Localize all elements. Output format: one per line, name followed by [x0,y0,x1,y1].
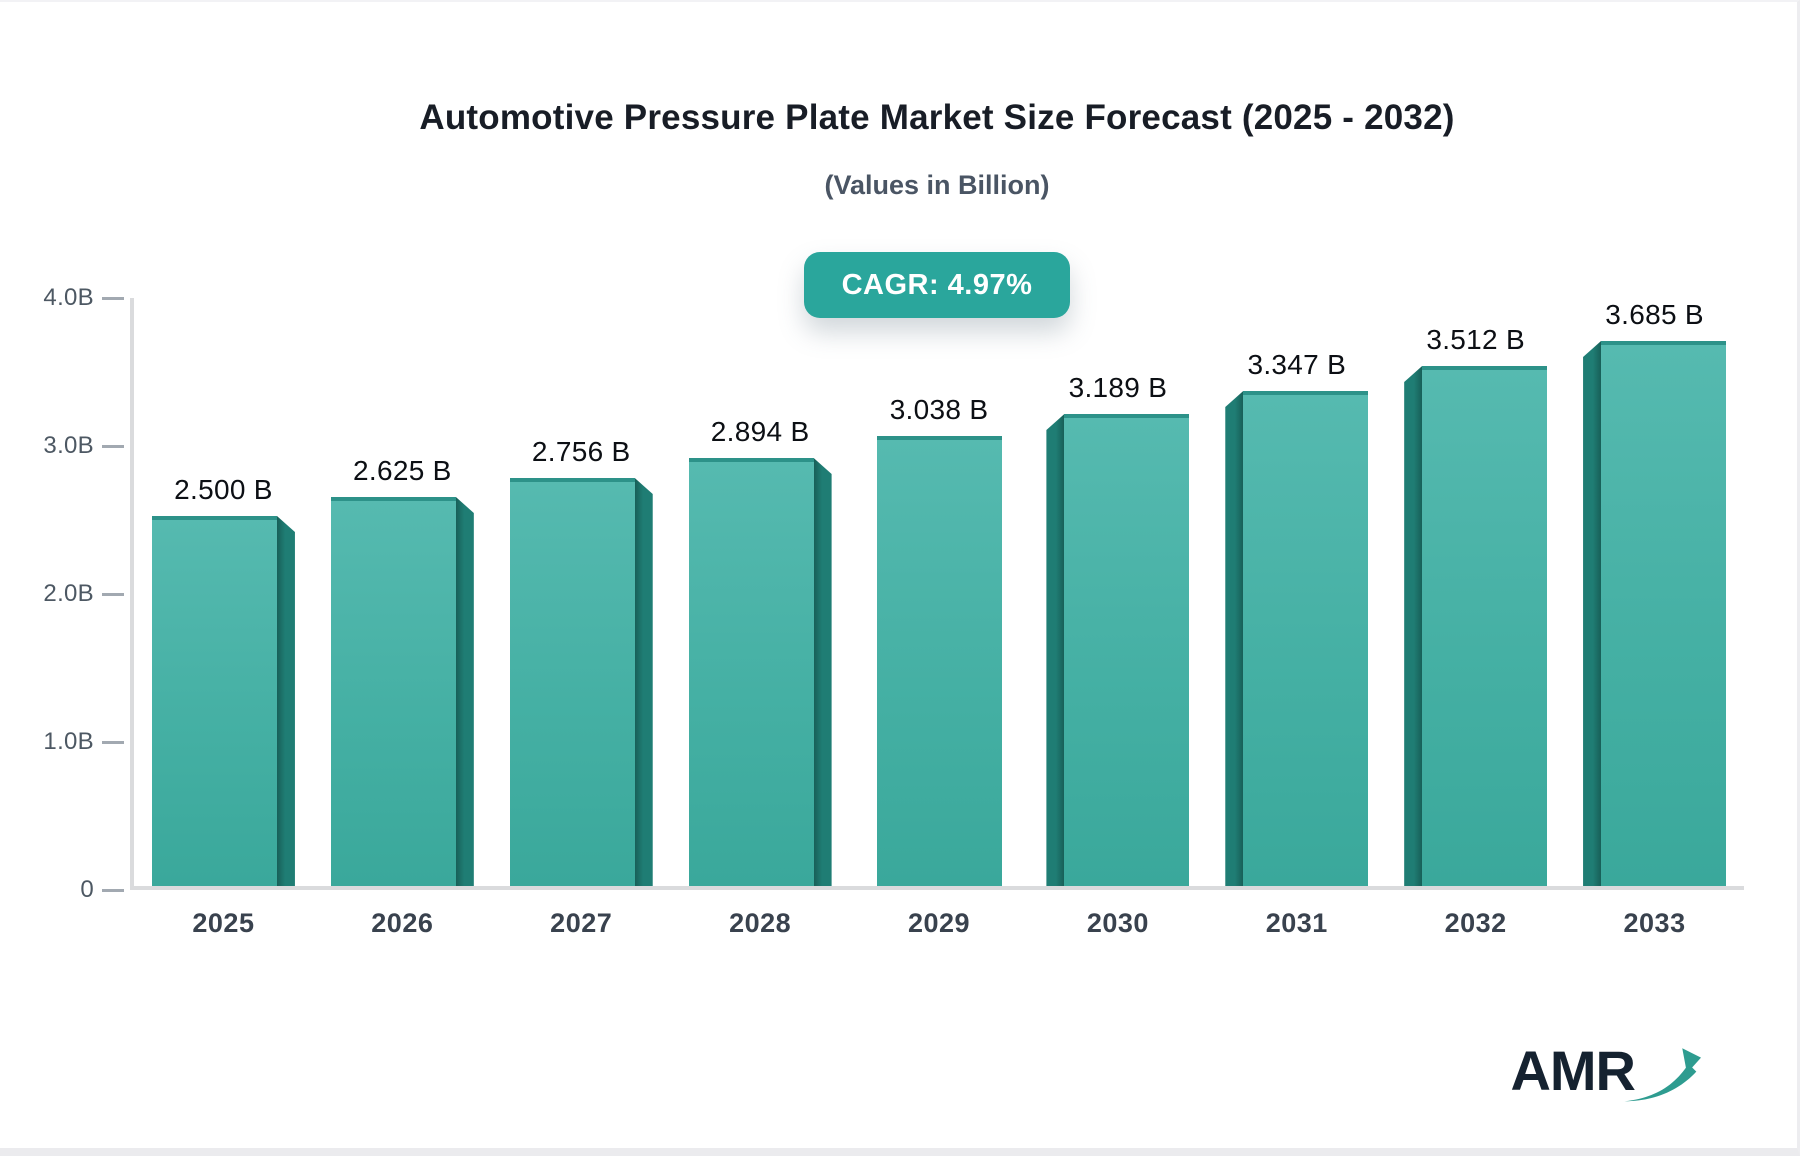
bar-group-2027: 2.756 B 2027 [492,298,671,938]
bar-3d: 2.894 B [688,416,832,886]
y-axis-tick [102,445,124,448]
bar-3d: 3.189 B [1046,372,1190,886]
brand-logo: AMR [1510,1038,1701,1106]
bar-group-2026: 2.625 B 2026 [313,298,492,938]
x-axis-label: 2026 [371,908,434,938]
x-axis-label: 2030 [1086,908,1149,938]
bars-container: 2.500 B 2025 2.625 B 2026 2.756 B 2027 2.894 B… [134,298,1744,938]
bar-value-label: 3.512 B [1426,324,1525,355]
bar-group-2032: 3.512 B 2032 [1386,298,1565,938]
cagr-badge-row: CAGR: 4.97% [130,252,1744,318]
bar [876,436,1002,886]
x-axis-label: 2032 [1444,908,1507,938]
bar-3d: 3.512 B [1404,324,1548,886]
y-axis-label: 3.0B [43,432,94,459]
bar [1422,366,1548,886]
bar-group-2028: 2.894 B 2028 [671,298,850,938]
x-axis-label: 2029 [907,908,971,938]
y-axis-tick [102,593,124,596]
cagr-badge: CAGR: 4.97% [803,252,1071,318]
bar-group-2029: 3.038 B 2029 [850,298,1029,938]
bar-side-face [1046,414,1065,886]
bar-side-face [813,458,832,886]
y-axis-tick [102,741,124,744]
bar-side-face [1583,341,1602,886]
plot-area: 2.500 B 2025 2.625 B 2026 2.756 B 2027 2.894 B… [130,298,1744,938]
bar [330,497,456,886]
bar-value-label: 2.756 B [531,436,631,467]
y-axis-label: 2.0B [43,580,94,607]
bar-3d: 3.038 B [876,394,1002,886]
x-axis-label: 2033 [1623,908,1686,938]
y-axis-tick [102,889,124,892]
bar-value-label: 2.625 B [353,455,452,486]
x-axis-label: 2031 [1265,908,1328,938]
bar-value-label: 3.038 B [889,394,989,425]
bar-3d: 3.685 B [1583,299,1727,886]
x-axis-label: 2027 [550,908,613,938]
bar-value-label: 3.685 B [1605,299,1704,330]
bar-value-label: 2.500 B [174,474,273,505]
bar [1243,391,1369,886]
bar-side-face [1404,366,1423,886]
bar-group-2033: 3.685 B 2033 [1565,298,1744,938]
y-axis-tick [102,297,124,300]
bar [1064,414,1190,886]
bar-group-2030: 3.189 B 2030 [1028,298,1207,938]
bar-group-2025: 2.500 B 2025 [134,298,313,938]
bar [1601,341,1727,886]
bar-value-label: 3.189 B [1068,372,1168,403]
y-axis-label: 0 [80,876,94,903]
bar-value-label: 2.894 B [710,416,810,447]
bar-value-label: 3.347 B [1247,349,1347,380]
bar-3d: 2.756 B [509,436,653,886]
bar-side-face [1225,391,1244,886]
bar [688,458,814,886]
x-axis-label: 2028 [729,908,792,938]
bar-side-face [455,497,474,886]
bar-3d: 2.500 B [151,474,295,886]
bar [151,516,277,886]
y-axis-label: 4.0B [43,284,94,311]
bar-side-face [276,516,295,886]
bar [509,478,635,886]
chart-title: Automotive Pressure Plate Market Size Fo… [419,98,1455,137]
bar-3d: 2.625 B [330,455,474,886]
y-axis-label: 1.0B [43,728,94,755]
chart-subtitle: (Values in Billion) [824,170,1050,200]
brand-logo-text: AMR [1510,1039,1636,1102]
x-axis-label: 2025 [192,908,255,938]
bar-group-2031: 3.347 B 2031 [1207,298,1386,938]
growth-arrow-icon [1624,1048,1701,1102]
bar-3d: 3.347 B [1225,349,1369,886]
bar-side-face [634,478,653,886]
